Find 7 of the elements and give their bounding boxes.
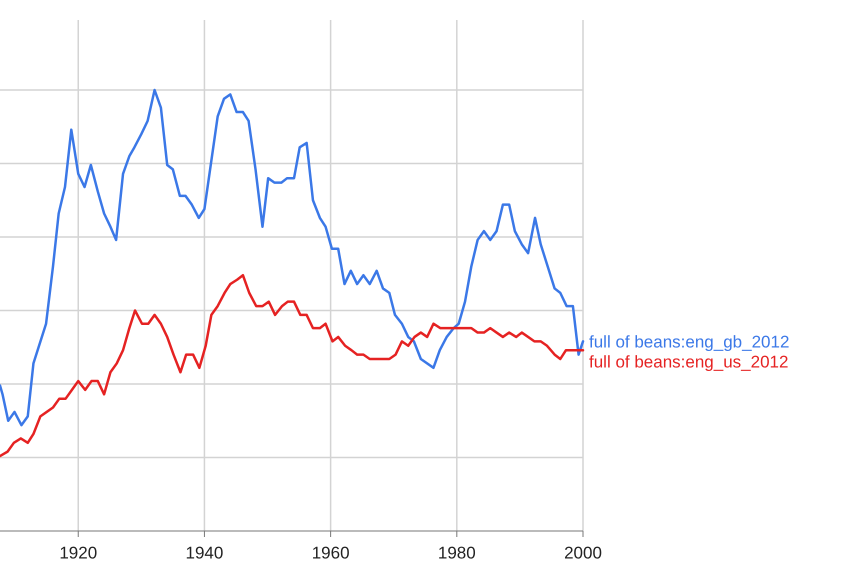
x-tick-label: 1980 (438, 544, 476, 563)
x-tick-label: 1920 (59, 544, 98, 563)
x-tick-label: 1960 (312, 544, 350, 563)
x-tick-label: 1940 (186, 544, 224, 563)
x-tick-label: 2000 (564, 544, 602, 563)
series-label: full of beans:eng_us_2012 (589, 352, 788, 372)
series-label: full of beans:eng_gb_2012 (589, 332, 790, 352)
